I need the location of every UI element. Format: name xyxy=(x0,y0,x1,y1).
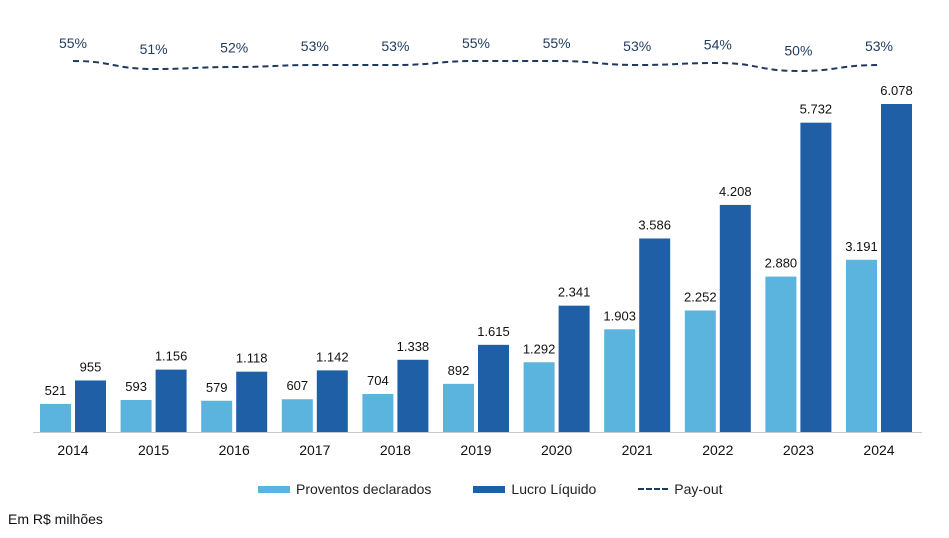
legend-label-payout: Pay-out xyxy=(674,481,723,497)
legend-label-proventos: Proventos declarados xyxy=(296,481,432,497)
bar-proventos xyxy=(443,383,474,432)
bar-proventos xyxy=(362,394,394,432)
x-tick-label: 2022 xyxy=(702,442,733,458)
bar-label-proventos: 1.903 xyxy=(603,308,636,323)
bar-label-proventos: 892 xyxy=(448,363,470,378)
bar-proventos xyxy=(523,362,555,432)
payout-label: 55% xyxy=(59,35,87,51)
x-tick-label: 2021 xyxy=(622,442,653,458)
bar-lucro xyxy=(881,104,912,432)
bar-lucro xyxy=(155,369,187,432)
legend-item-lucro: Lucro Líquido xyxy=(473,481,596,497)
bar-label-lucro: 955 xyxy=(80,359,102,374)
bar-label-proventos: 1.292 xyxy=(523,341,556,356)
bar-label-lucro: 1.338 xyxy=(397,339,430,354)
bar-lucro xyxy=(236,371,268,432)
bar-proventos xyxy=(765,276,797,432)
bar-lucro xyxy=(75,380,106,432)
legend-label-lucro: Lucro Líquido xyxy=(511,481,597,497)
x-tick-label: 2014 xyxy=(57,442,88,458)
bar-proventos xyxy=(604,329,636,432)
bar-label-proventos: 704 xyxy=(367,373,389,388)
x-tick-label: 2020 xyxy=(541,442,572,458)
legend-swatch-lucro xyxy=(473,485,506,493)
bar-proventos xyxy=(40,403,71,432)
bar-proventos xyxy=(281,399,313,432)
legend-item-proventos: Proventos declarados xyxy=(258,481,431,497)
payout-label: 51% xyxy=(140,41,168,57)
legend-item-payout: Pay-out xyxy=(638,481,723,497)
x-tick-label: 2015 xyxy=(138,442,169,458)
bar-lucro xyxy=(800,122,832,432)
x-tick-label: 2023 xyxy=(783,442,814,458)
payout-label: 54% xyxy=(704,37,732,53)
bar-label-proventos: 3.191 xyxy=(845,239,878,254)
bar-label-lucro: 5.732 xyxy=(800,102,833,117)
bar-lucro xyxy=(478,344,509,432)
legend-swatch-payout xyxy=(638,488,669,490)
legend-swatch-proventos xyxy=(258,485,290,493)
legend: Proventos declarados Lucro Líquido Pay-o… xyxy=(258,481,765,497)
bar-label-lucro: 2.341 xyxy=(558,285,591,300)
x-tick-label: 2024 xyxy=(863,442,894,458)
payout-label: 53% xyxy=(623,38,651,54)
bar-label-lucro: 3.586 xyxy=(638,217,671,232)
payout-label: 55% xyxy=(462,35,490,51)
bar-label-lucro: 1.615 xyxy=(477,324,510,339)
bar-lucro xyxy=(558,305,590,432)
bar-lucro xyxy=(397,359,429,432)
bar-lucro xyxy=(316,370,348,432)
x-tick-label: 2016 xyxy=(219,442,250,458)
bar-label-proventos: 607 xyxy=(286,378,308,393)
bar-label-proventos: 579 xyxy=(206,380,228,395)
payout-label: 53% xyxy=(865,38,893,54)
payout-label: 53% xyxy=(381,38,409,54)
bar-lucro xyxy=(719,204,751,432)
bar-label-lucro: 1.118 xyxy=(236,351,268,366)
bar-label-lucro: 6.078 xyxy=(880,83,913,98)
bar-label-proventos: 2.880 xyxy=(765,256,798,271)
bar-label-proventos: 593 xyxy=(125,379,147,394)
bar-proventos xyxy=(846,259,877,432)
bar-proventos xyxy=(684,310,716,432)
bar-label-lucro: 1.156 xyxy=(155,349,188,364)
chart: 521 955 2014 593 1.156 2015 579 1.118 2016 607 1.1… xyxy=(33,35,922,458)
bar-lucro xyxy=(639,238,671,432)
x-tick-label: 2017 xyxy=(299,442,330,458)
bar-label-lucro: 1.142 xyxy=(316,349,349,364)
payout-line xyxy=(72,59,880,73)
payout-label: 53% xyxy=(301,38,329,54)
payout-label: 55% xyxy=(543,35,571,51)
bar-label-proventos: 2.252 xyxy=(684,289,717,304)
x-tick-label: 2019 xyxy=(460,442,491,458)
units-note: Em R$ milhões xyxy=(8,511,103,527)
bar-proventos xyxy=(120,399,152,432)
bar-label-lucro: 4.208 xyxy=(719,184,752,199)
bar-proventos xyxy=(201,400,233,432)
x-tick-label: 2018 xyxy=(380,442,411,458)
payout-label: 50% xyxy=(784,43,812,59)
payout-label: 52% xyxy=(220,40,248,56)
bar-label-proventos: 521 xyxy=(45,383,67,398)
